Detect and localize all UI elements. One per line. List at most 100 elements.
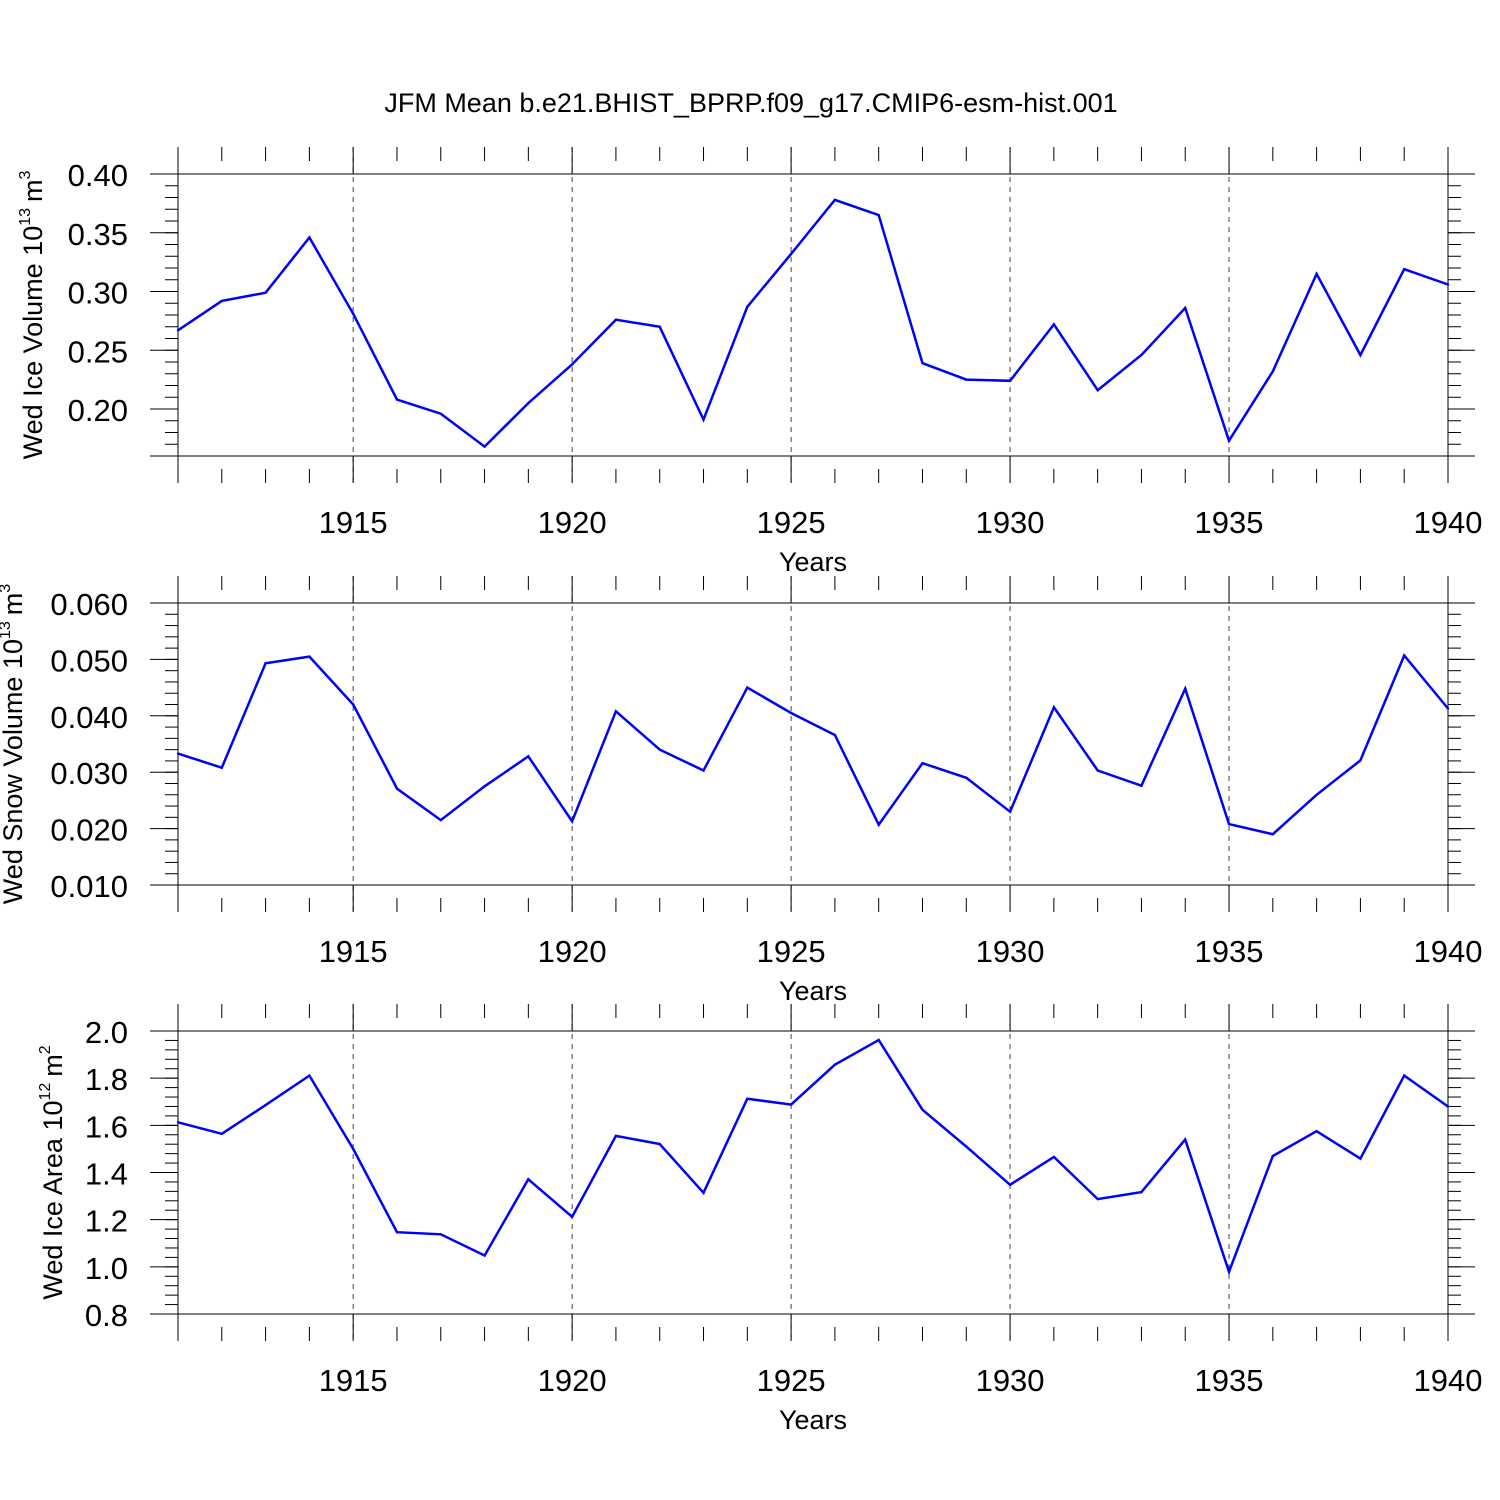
data-point [308, 236, 311, 239]
y-tick-label: 0.40 [68, 158, 128, 193]
data-point [789, 711, 793, 715]
data-point [483, 785, 486, 788]
data-point [176, 752, 180, 755]
series-line [177, 653, 1449, 836]
data-point [658, 1142, 661, 1146]
data-point [352, 703, 355, 706]
data-point [1315, 1130, 1318, 1133]
x-axis-label: Years [779, 1405, 847, 1435]
data-point [1315, 793, 1318, 796]
data-point [877, 823, 880, 826]
y-tick-label: 1.2 [85, 1204, 128, 1239]
data-point [1446, 1105, 1450, 1108]
data-point [1096, 1197, 1099, 1201]
panel-snow-volume: 0.010 0.020 0.030 0.040 0.050 0.060 1915 1920 19… [0, 576, 1482, 1006]
data-point [746, 686, 749, 689]
x-tick-label: 1935 [1195, 934, 1264, 969]
y-axis-label: Wed Ice Area 1012 m2 [37, 1045, 68, 1299]
y-axis-label-unit-exponent: 3 [17, 170, 34, 179]
x-axis-label: Years [779, 976, 847, 1006]
data-point [570, 1215, 574, 1219]
data-point [921, 762, 924, 765]
data-point [527, 755, 530, 758]
data-point [1446, 707, 1450, 710]
data-point [877, 213, 880, 217]
data-point [483, 1254, 486, 1257]
data-point [1403, 268, 1406, 271]
data-point [921, 362, 924, 365]
series-line [177, 198, 1449, 449]
chart-title: JFM Mean b.e21.BHIST_BPRP.f09_g17.CMIP6-… [384, 88, 1117, 118]
data-point [965, 378, 968, 381]
data-point [264, 662, 267, 665]
data-point [1052, 1155, 1056, 1159]
data-point [1271, 370, 1275, 373]
y-axis-label: Wed Snow Volume 1013 m3 [0, 584, 28, 904]
data-point [1140, 1190, 1143, 1194]
data-point [1271, 1154, 1275, 1158]
y-tick-label: 1.0 [85, 1251, 128, 1286]
data-point [965, 776, 968, 779]
data-point [395, 1231, 399, 1234]
data-point [352, 1147, 355, 1151]
data-point [1184, 687, 1187, 690]
data-point [352, 312, 355, 315]
data-point [1184, 306, 1187, 310]
y-tick-label: 0.30 [68, 276, 128, 311]
x-tick-label: 1930 [976, 934, 1045, 969]
data-point [1052, 323, 1056, 326]
y-axis-label-main: Wed Ice Volume 10 [18, 226, 48, 460]
data-point [1096, 769, 1099, 772]
y-axis-label-unit-exponent: 2 [37, 1045, 54, 1054]
data-point [614, 1134, 618, 1138]
data-point [264, 1103, 267, 1107]
data-point [439, 818, 442, 822]
data-point [1096, 389, 1099, 392]
data-point [439, 412, 442, 415]
panel-ice-area: 0.8 1.0 1.2 1.4 1.6 1.8 2.0 1915 1920 1925 1930 193… [37, 1004, 1482, 1435]
y-axis-label-exponent: 13 [17, 208, 34, 226]
data-point [614, 318, 618, 321]
y-tick-label: 0.040 [50, 700, 128, 735]
data-point [1271, 833, 1275, 836]
data-point [1227, 822, 1231, 826]
data-point [746, 1097, 749, 1100]
data-point [1359, 1157, 1362, 1160]
data-point [483, 445, 486, 448]
x-tick-label: 1915 [319, 1363, 388, 1398]
x-tick-label: 1920 [538, 934, 607, 969]
y-tick-label: 0.030 [50, 756, 128, 791]
y-tick-label: 0.050 [50, 643, 128, 678]
y-axis-label-unit-exponent: 3 [0, 584, 14, 593]
data-point [833, 733, 837, 737]
data-point [220, 1132, 223, 1136]
data-point [1008, 810, 1012, 813]
y-tick-label: 0.020 [50, 813, 128, 848]
y-tick-label: 0.20 [68, 393, 128, 428]
data-point [1052, 706, 1056, 709]
data-point [789, 252, 793, 256]
x-tick-label: 1940 [1414, 1363, 1483, 1398]
data-point [1403, 654, 1406, 657]
data-point [965, 1145, 968, 1148]
y-tick-label: 0.010 [50, 869, 128, 904]
data-point [527, 1178, 530, 1181]
y-tick-label: 1.6 [85, 1109, 128, 1144]
x-tick-label: 1935 [1195, 505, 1264, 540]
series-line [177, 1038, 1449, 1276]
x-tick-label: 1915 [319, 505, 388, 540]
y-tick-label: 0.25 [68, 334, 128, 369]
data-point [877, 1038, 880, 1042]
data-point [1227, 439, 1231, 442]
data-point [1008, 1183, 1012, 1187]
y-axis-label-exponent: 13 [0, 621, 14, 639]
data-point [220, 766, 223, 769]
y-axis-label: Wed Ice Volume 1013 m3 [17, 170, 48, 459]
x-tick-label: 1925 [757, 505, 826, 540]
data-point [1446, 283, 1450, 286]
data-point [395, 398, 399, 401]
data-point [702, 769, 705, 772]
x-tick-label: 1915 [319, 934, 388, 969]
data-point [1315, 272, 1318, 276]
